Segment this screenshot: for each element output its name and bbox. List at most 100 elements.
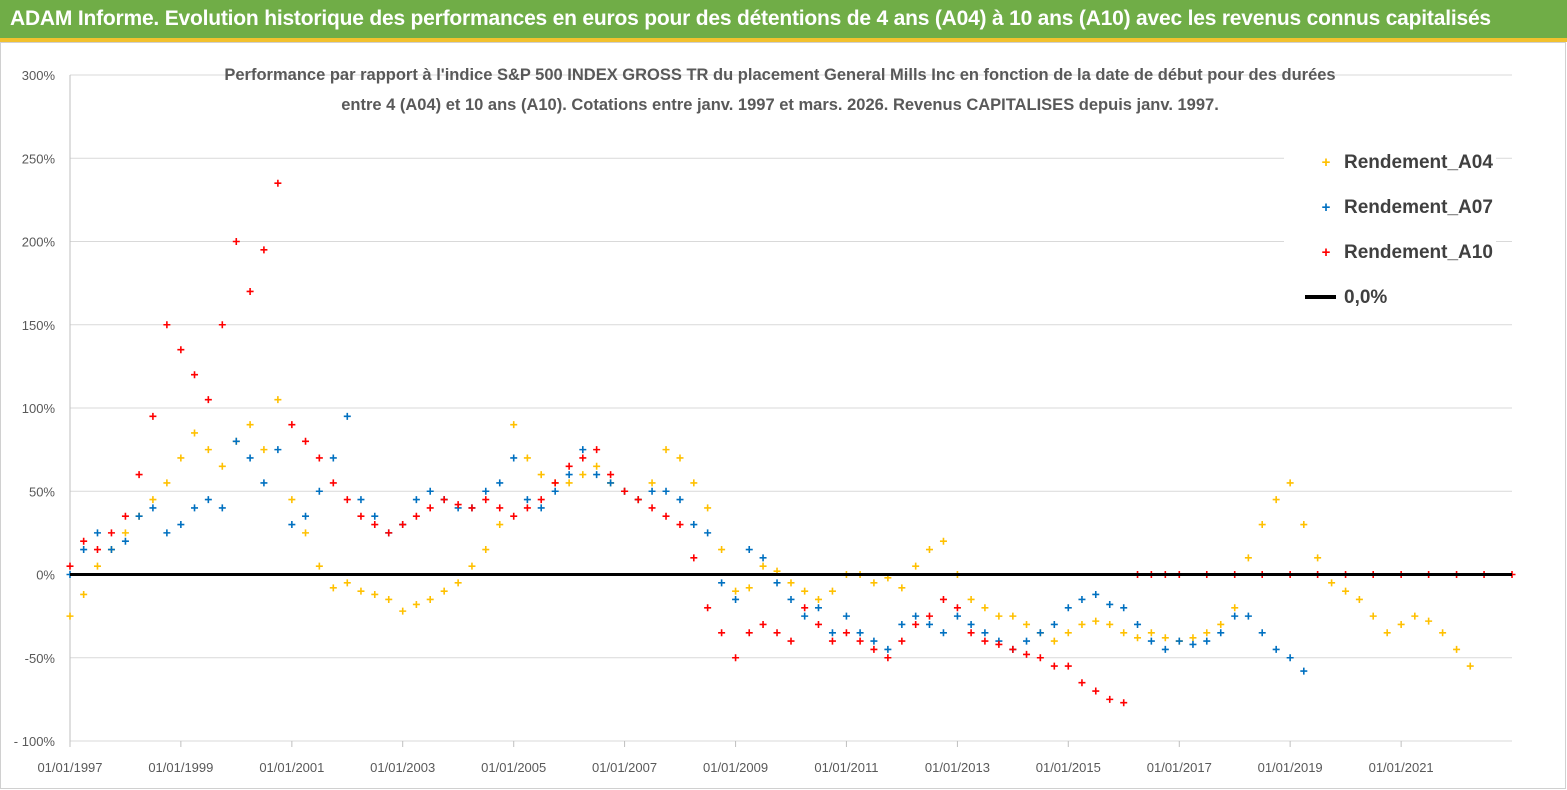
data-point xyxy=(66,562,74,570)
data-point xyxy=(718,546,726,554)
data-point xyxy=(856,637,864,645)
data-point xyxy=(1175,637,1183,645)
data-point xyxy=(1106,600,1114,608)
data-point xyxy=(288,521,296,529)
data-point xyxy=(412,496,420,504)
y-tick-label: -50% xyxy=(25,651,56,666)
data-point xyxy=(704,604,712,612)
data-point xyxy=(1231,612,1239,620)
data-point xyxy=(787,579,795,587)
data-point xyxy=(1258,521,1266,529)
data-point xyxy=(690,479,698,487)
data-point xyxy=(1036,654,1044,662)
data-point xyxy=(66,612,74,620)
banner-accent-line xyxy=(0,38,1567,42)
data-point xyxy=(496,521,504,529)
data-point xyxy=(496,479,504,487)
data-point xyxy=(315,562,323,570)
data-point xyxy=(759,620,767,628)
data-point xyxy=(1050,662,1058,670)
data-point xyxy=(482,546,490,554)
data-point xyxy=(995,640,1003,648)
data-point xyxy=(246,421,254,429)
data-point xyxy=(163,321,171,329)
data-point xyxy=(1120,604,1128,612)
data-point xyxy=(1189,634,1197,642)
data-point xyxy=(676,454,684,462)
data-point xyxy=(1328,579,1336,587)
data-point xyxy=(149,504,157,512)
data-point xyxy=(579,454,587,462)
legend-marker-a10: + xyxy=(1322,244,1331,261)
x-tick-label: 01/01/2001 xyxy=(259,760,324,775)
data-point xyxy=(925,620,933,628)
data-point xyxy=(135,512,143,520)
report-banner: ADAM Informe. Evolution historique des p… xyxy=(0,0,1567,42)
data-point xyxy=(1425,617,1433,625)
data-point xyxy=(510,512,518,520)
data-point xyxy=(399,521,407,529)
data-point xyxy=(981,637,989,645)
y-tick-label: 50% xyxy=(29,484,55,499)
data-point xyxy=(163,529,171,537)
data-point xyxy=(177,454,185,462)
x-tick-label: 01/01/2017 xyxy=(1147,760,1212,775)
data-point xyxy=(1092,617,1100,625)
data-point xyxy=(135,471,143,479)
data-point xyxy=(163,479,171,487)
data-point xyxy=(121,512,129,520)
data-point xyxy=(482,487,490,495)
data-point xyxy=(149,496,157,504)
series-rendement-a04 xyxy=(66,396,1474,670)
data-point xyxy=(412,512,420,520)
data-point xyxy=(884,654,892,662)
data-point xyxy=(1009,645,1017,653)
y-tick-label: 0% xyxy=(36,568,55,583)
data-point xyxy=(801,604,809,612)
data-point xyxy=(953,604,961,612)
y-axis-labels: - 100% -50% 0% 50% 100% 150% 200% 250% 300% xyxy=(14,68,56,749)
legend-label-a07: Rendement_A07 xyxy=(1344,197,1493,218)
data-point xyxy=(191,504,199,512)
data-point xyxy=(732,587,740,595)
data-point xyxy=(1078,679,1086,687)
x-tick-label: 01/01/2009 xyxy=(703,760,768,775)
y-tick-label: 100% xyxy=(22,401,56,416)
data-point xyxy=(1064,662,1072,670)
data-point xyxy=(440,587,448,595)
data-point xyxy=(1244,612,1252,620)
data-point xyxy=(870,579,878,587)
data-point xyxy=(107,529,115,537)
data-point xyxy=(274,396,282,404)
data-point xyxy=(565,479,573,487)
data-point xyxy=(884,645,892,653)
data-point xyxy=(454,579,462,587)
data-point xyxy=(662,512,670,520)
legend-label-a04: Rendement_A04 xyxy=(1344,152,1493,173)
data-point xyxy=(828,629,836,637)
data-point xyxy=(898,620,906,628)
data-point xyxy=(1023,620,1031,628)
y-tick-label: 250% xyxy=(22,151,56,166)
data-point xyxy=(302,512,310,520)
data-point xyxy=(302,529,310,537)
data-point xyxy=(426,487,434,495)
data-point xyxy=(1050,620,1058,628)
data-point xyxy=(745,584,753,592)
data-point xyxy=(718,579,726,587)
y-tick-label: - 100% xyxy=(14,734,56,749)
data-point xyxy=(246,287,254,295)
data-point xyxy=(232,238,240,245)
data-point xyxy=(93,562,101,570)
data-point xyxy=(939,629,947,637)
data-point xyxy=(288,496,296,504)
data-point xyxy=(315,487,323,495)
data-point xyxy=(551,479,559,487)
data-point xyxy=(426,595,434,603)
data-point xyxy=(357,587,365,595)
x-tick-label: 01/01/1999 xyxy=(148,760,213,775)
data-point xyxy=(676,496,684,504)
data-point xyxy=(482,496,490,504)
data-point xyxy=(621,487,629,495)
data-point xyxy=(1161,634,1169,642)
